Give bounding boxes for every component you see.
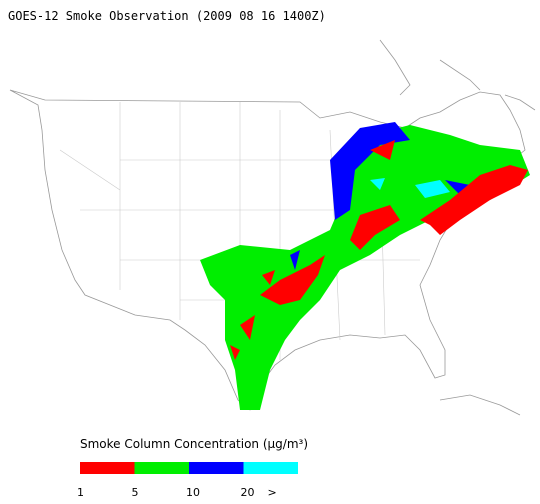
colorbar-label: > xyxy=(268,486,277,499)
colorbar-segment xyxy=(189,462,244,474)
legend-title: Smoke Column Concentration (μg/m³) xyxy=(80,437,308,451)
colorbar-segment xyxy=(80,462,135,474)
colorbar-segment xyxy=(134,462,189,474)
colorbar-label: 10 xyxy=(186,486,200,499)
colorbar-label: 5 xyxy=(132,486,139,499)
us-outline xyxy=(9,89,526,411)
colorbar-label: 20 xyxy=(241,486,255,499)
canada-coast xyxy=(379,39,536,111)
smoke-green xyxy=(200,125,530,410)
colorbar-segment xyxy=(243,462,298,474)
cuba xyxy=(439,394,521,416)
title: GOES-12 Smoke Observation (2009 08 16 14… xyxy=(8,9,326,23)
smoke-plume xyxy=(200,122,530,410)
smoke-cyan xyxy=(370,178,450,198)
colorbar-label: 1 xyxy=(77,486,84,499)
smoke-blue xyxy=(290,122,470,270)
